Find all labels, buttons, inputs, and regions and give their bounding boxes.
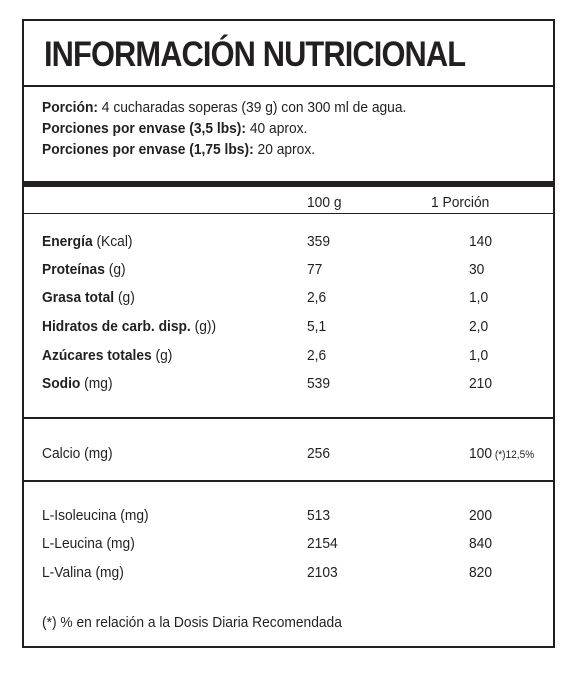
thick-divider: [24, 181, 553, 187]
nutrient-name: Energía: [42, 233, 93, 250]
servings-175lbs-label: Porciones por envase (1,75 lbs):: [42, 141, 254, 158]
value-100g: 2,6: [307, 289, 327, 306]
nutrient-name: Grasa total: [42, 289, 115, 306]
value-100g: 2,6: [307, 347, 327, 364]
portion-label: Porción:: [42, 99, 98, 116]
nutrient-unit: (Kcal): [92, 233, 133, 250]
nutrient-row: Energía (Kcal) 359 140: [24, 233, 553, 261]
column-header-portion: 1 Porción: [431, 194, 490, 211]
mineral-name: Calcio (mg): [42, 445, 113, 462]
nutrient-row: Grasa total (g) 2,6 1,0: [24, 289, 553, 317]
value-portion: 30: [469, 261, 485, 278]
servings-35lbs-label: Porciones por envase (3,5 lbs):: [42, 120, 247, 137]
column-header-100g: 100 g: [307, 194, 342, 211]
label-title: INFORMACIÓN NUTRICIONAL: [44, 35, 466, 74]
value-portion: 2,0: [469, 318, 489, 335]
nutrient-unit: (mg): [80, 375, 113, 392]
value-100g: 77: [307, 261, 323, 278]
portion-line: Porción: 4 cucharadas soperas (39 g) con…: [42, 97, 406, 118]
value-portion: 140: [469, 233, 493, 250]
mineral-row: Calcio (mg) 256 100 (*)12,5%: [24, 445, 553, 473]
value-portion: 200: [469, 507, 493, 524]
value-100g: 359: [307, 233, 331, 250]
section-divider: [24, 417, 553, 419]
footnote: (*) % en relación a la Dosis Diaria Reco…: [42, 614, 342, 631]
aminoacid-name: L-Leucina (mg): [42, 535, 135, 552]
value-portion: 100: [469, 445, 493, 462]
portion-value: 4 cucharadas soperas (39 g) con 300 ml d…: [97, 99, 407, 116]
servings-35lbs-value: 40 aprox.: [246, 120, 308, 137]
value-portion: 820: [469, 564, 493, 581]
nutrient-unit: (g)): [190, 318, 217, 335]
nutrient-name: Azúcares totales: [42, 347, 152, 364]
nutrient-row: Sodio (mg) 539 210: [24, 375, 553, 403]
value-portion: 1,0: [469, 289, 489, 306]
value-portion: 210: [469, 375, 493, 392]
nutrient-row: Proteínas (g) 77 30: [24, 261, 553, 289]
value-100g: 513: [307, 507, 331, 524]
value-100g: 5,1: [307, 318, 327, 335]
aminoacid-row: L-Valina (mg) 2103 820: [24, 564, 553, 592]
aminoacid-row: L-Isoleucina (mg) 513 200: [24, 507, 553, 535]
nutrient-name: Hidratos de carb. disp.: [42, 318, 191, 335]
nutrient-name: Sodio: [42, 375, 81, 392]
value-100g: 539: [307, 375, 331, 392]
title-divider: [24, 85, 553, 87]
nutrition-facts-panel: INFORMACIÓN NUTRICIONAL Porción: 4 cucha…: [22, 19, 555, 648]
serving-info: Porción: 4 cucharadas soperas (39 g) con…: [42, 97, 406, 160]
section-divider: [24, 480, 553, 482]
nutrient-name: Proteínas: [42, 261, 105, 278]
value-100g: 2154: [307, 535, 338, 552]
servings-35lbs-line: Porciones por envase (3,5 lbs): 40 aprox…: [42, 118, 406, 139]
value-portion: 1,0: [469, 347, 489, 364]
aminoacid-name: L-Valina (mg): [42, 564, 124, 581]
value-portion: 840: [469, 535, 493, 552]
aminoacid-row: L-Leucina (mg) 2154 840: [24, 535, 553, 563]
header-divider: [24, 213, 553, 214]
nutrient-unit: (g): [151, 347, 173, 364]
servings-175lbs-value: 20 aprox.: [253, 141, 316, 158]
nutrient-unit: (g): [104, 261, 126, 278]
daily-value-note: (*)12,5%: [492, 449, 535, 461]
aminoacid-name: L-Isoleucina (mg): [42, 507, 149, 524]
nutrient-row: Hidratos de carb. disp. (g)) 5,1 2,0: [24, 318, 553, 346]
nutrient-unit: (g): [114, 289, 135, 306]
value-100g: 2103: [307, 564, 338, 581]
value-100g: 256: [307, 445, 331, 462]
servings-175lbs-line: Porciones por envase (1,75 lbs): 20 apro…: [42, 139, 406, 160]
nutrient-row: Azúcares totales (g) 2,6 1,0: [24, 347, 553, 375]
